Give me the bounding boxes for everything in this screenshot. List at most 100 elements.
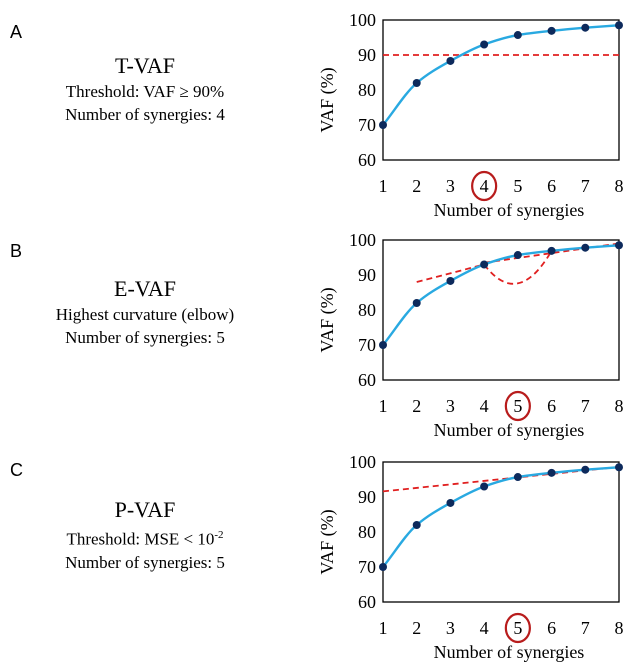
y-tick-label: 70 (358, 335, 376, 355)
data-point (615, 21, 623, 30)
data-point (513, 251, 522, 260)
method-title: E-VAF (114, 276, 176, 301)
x-tick-label: 4 (480, 396, 489, 416)
y-tick-label: 60 (358, 150, 376, 170)
plot-frame (382, 461, 620, 603)
y-tick-label: 70 (358, 115, 376, 135)
criterion-text: Highest curvature (elbow) (55, 305, 235, 324)
y-tick-label: 90 (358, 265, 376, 285)
data-point (379, 563, 387, 571)
data-point (615, 241, 623, 250)
x-tick-label: 6 (547, 396, 556, 416)
data-point (581, 243, 590, 252)
data-point (480, 482, 489, 491)
y-tick-label: 100 (349, 230, 376, 250)
x-tick-label: 5 (513, 618, 522, 638)
y-tick-label: 100 (349, 10, 376, 30)
x-tick-label: 4 (480, 176, 489, 196)
criterion-text: Threshold: MSE < 10-2 (20, 524, 270, 551)
x-tick-label: 2 (412, 618, 421, 638)
y-tick-label: 90 (358, 45, 376, 65)
x-tick-label: 8 (615, 176, 624, 196)
x-tick-label: 8 (615, 618, 624, 638)
panel-description-b: E-VAF Highest curvature (elbow) Number o… (20, 275, 270, 349)
plot-frame (382, 19, 620, 161)
selected-synergy-circle (504, 390, 531, 422)
elbow-tangent-line (416, 263, 485, 283)
vaf-curve (382, 24, 620, 126)
x-tick-label: 8 (615, 396, 624, 416)
data-point (379, 341, 387, 349)
x-tick-label: 2 (412, 396, 421, 416)
result-text: Number of synergies: 5 (65, 552, 225, 572)
y-axis-label: VAF (%) (317, 509, 338, 574)
data-point (446, 498, 455, 507)
data-point (615, 463, 623, 472)
y-tick-label: 60 (358, 370, 376, 390)
x-tick-label: 3 (446, 176, 455, 196)
y-tick-label: 80 (358, 522, 376, 542)
x-axis-label: Number of synergies (434, 200, 585, 220)
vaf-curve (382, 466, 620, 568)
data-point (547, 468, 556, 477)
x-tick-label: 1 (379, 396, 388, 416)
data-point (513, 473, 522, 482)
panel-letter-a: A (10, 22, 23, 42)
chart-panel-0: 60 70 80 90 100 1 2 3 4 5 6 7 8 Number of synergies VA… (317, 10, 624, 220)
y-axis-label: VAF (%) (317, 287, 338, 352)
x-tick-label: 3 (446, 618, 455, 638)
x-tick-label: 4 (480, 618, 489, 638)
x-tick-label: 1 (379, 618, 388, 638)
data-point (480, 40, 489, 49)
chart-panel-1: 60 70 80 90 100 1 2 3 4 5 6 7 8 Number of synergies VA… (317, 230, 624, 440)
y-tick-label: 100 (349, 452, 376, 472)
criterion-text: Threshold: VAF ≥ 90% (65, 82, 225, 101)
selected-synergy-circle (471, 170, 498, 202)
x-tick-label: 7 (581, 176, 590, 196)
x-tick-label: 3 (446, 396, 455, 416)
data-point (581, 23, 590, 32)
result-text: Number of synergies: 5 (65, 328, 225, 347)
y-tick-label: 80 (358, 300, 376, 320)
data-point (412, 521, 421, 529)
selected-synergy-circle (504, 612, 531, 644)
data-point (547, 246, 556, 255)
criterion-main: Threshold: MSE < 10 (66, 529, 215, 549)
y-tick-label: 60 (358, 592, 376, 612)
data-point (547, 26, 556, 35)
chart-panel-2: 60 70 80 90 100 1 2 3 4 5 6 7 8 Number of synergies VA… (317, 452, 624, 662)
y-tick-label: 80 (358, 80, 376, 100)
data-point (412, 299, 421, 307)
x-axis-label: Number of synergies (434, 642, 585, 662)
x-tick-label: 6 (547, 176, 556, 196)
vaf-curve (382, 244, 620, 346)
data-point (480, 260, 489, 269)
y-tick-label: 70 (358, 557, 376, 577)
data-point (379, 121, 387, 129)
result-text: Number of synergies: 4 (65, 105, 225, 124)
data-point (446, 276, 455, 285)
y-axis-label: VAF (%) (317, 67, 338, 132)
panel-letter-c: C (10, 460, 23, 480)
criterion-exponent: -2 (214, 529, 224, 541)
plot-frame (382, 239, 620, 381)
x-axis-label: Number of synergies (434, 420, 585, 440)
data-point (513, 31, 522, 40)
y-tick-label: 90 (358, 487, 376, 507)
method-title: P-VAF (114, 497, 176, 522)
x-tick-label: 2 (412, 176, 421, 196)
panel-description-c: P-VAF Threshold: MSE < 10-2 Number of sy… (20, 496, 270, 574)
panel-letter-b: B (10, 241, 23, 261)
panel-description-a: T-VAF Threshold: VAF ≥ 90% Number of syn… (20, 52, 270, 126)
data-point (446, 56, 455, 65)
x-tick-label: 5 (513, 176, 522, 196)
x-tick-label: 1 (379, 176, 388, 196)
x-tick-label: 5 (513, 396, 522, 416)
data-point (412, 79, 421, 87)
x-tick-label: 6 (547, 618, 556, 638)
data-point (581, 465, 590, 474)
x-tick-label: 7 (581, 618, 590, 638)
method-title: T-VAF (115, 53, 175, 78)
elbow-curvature-arc (483, 250, 553, 285)
